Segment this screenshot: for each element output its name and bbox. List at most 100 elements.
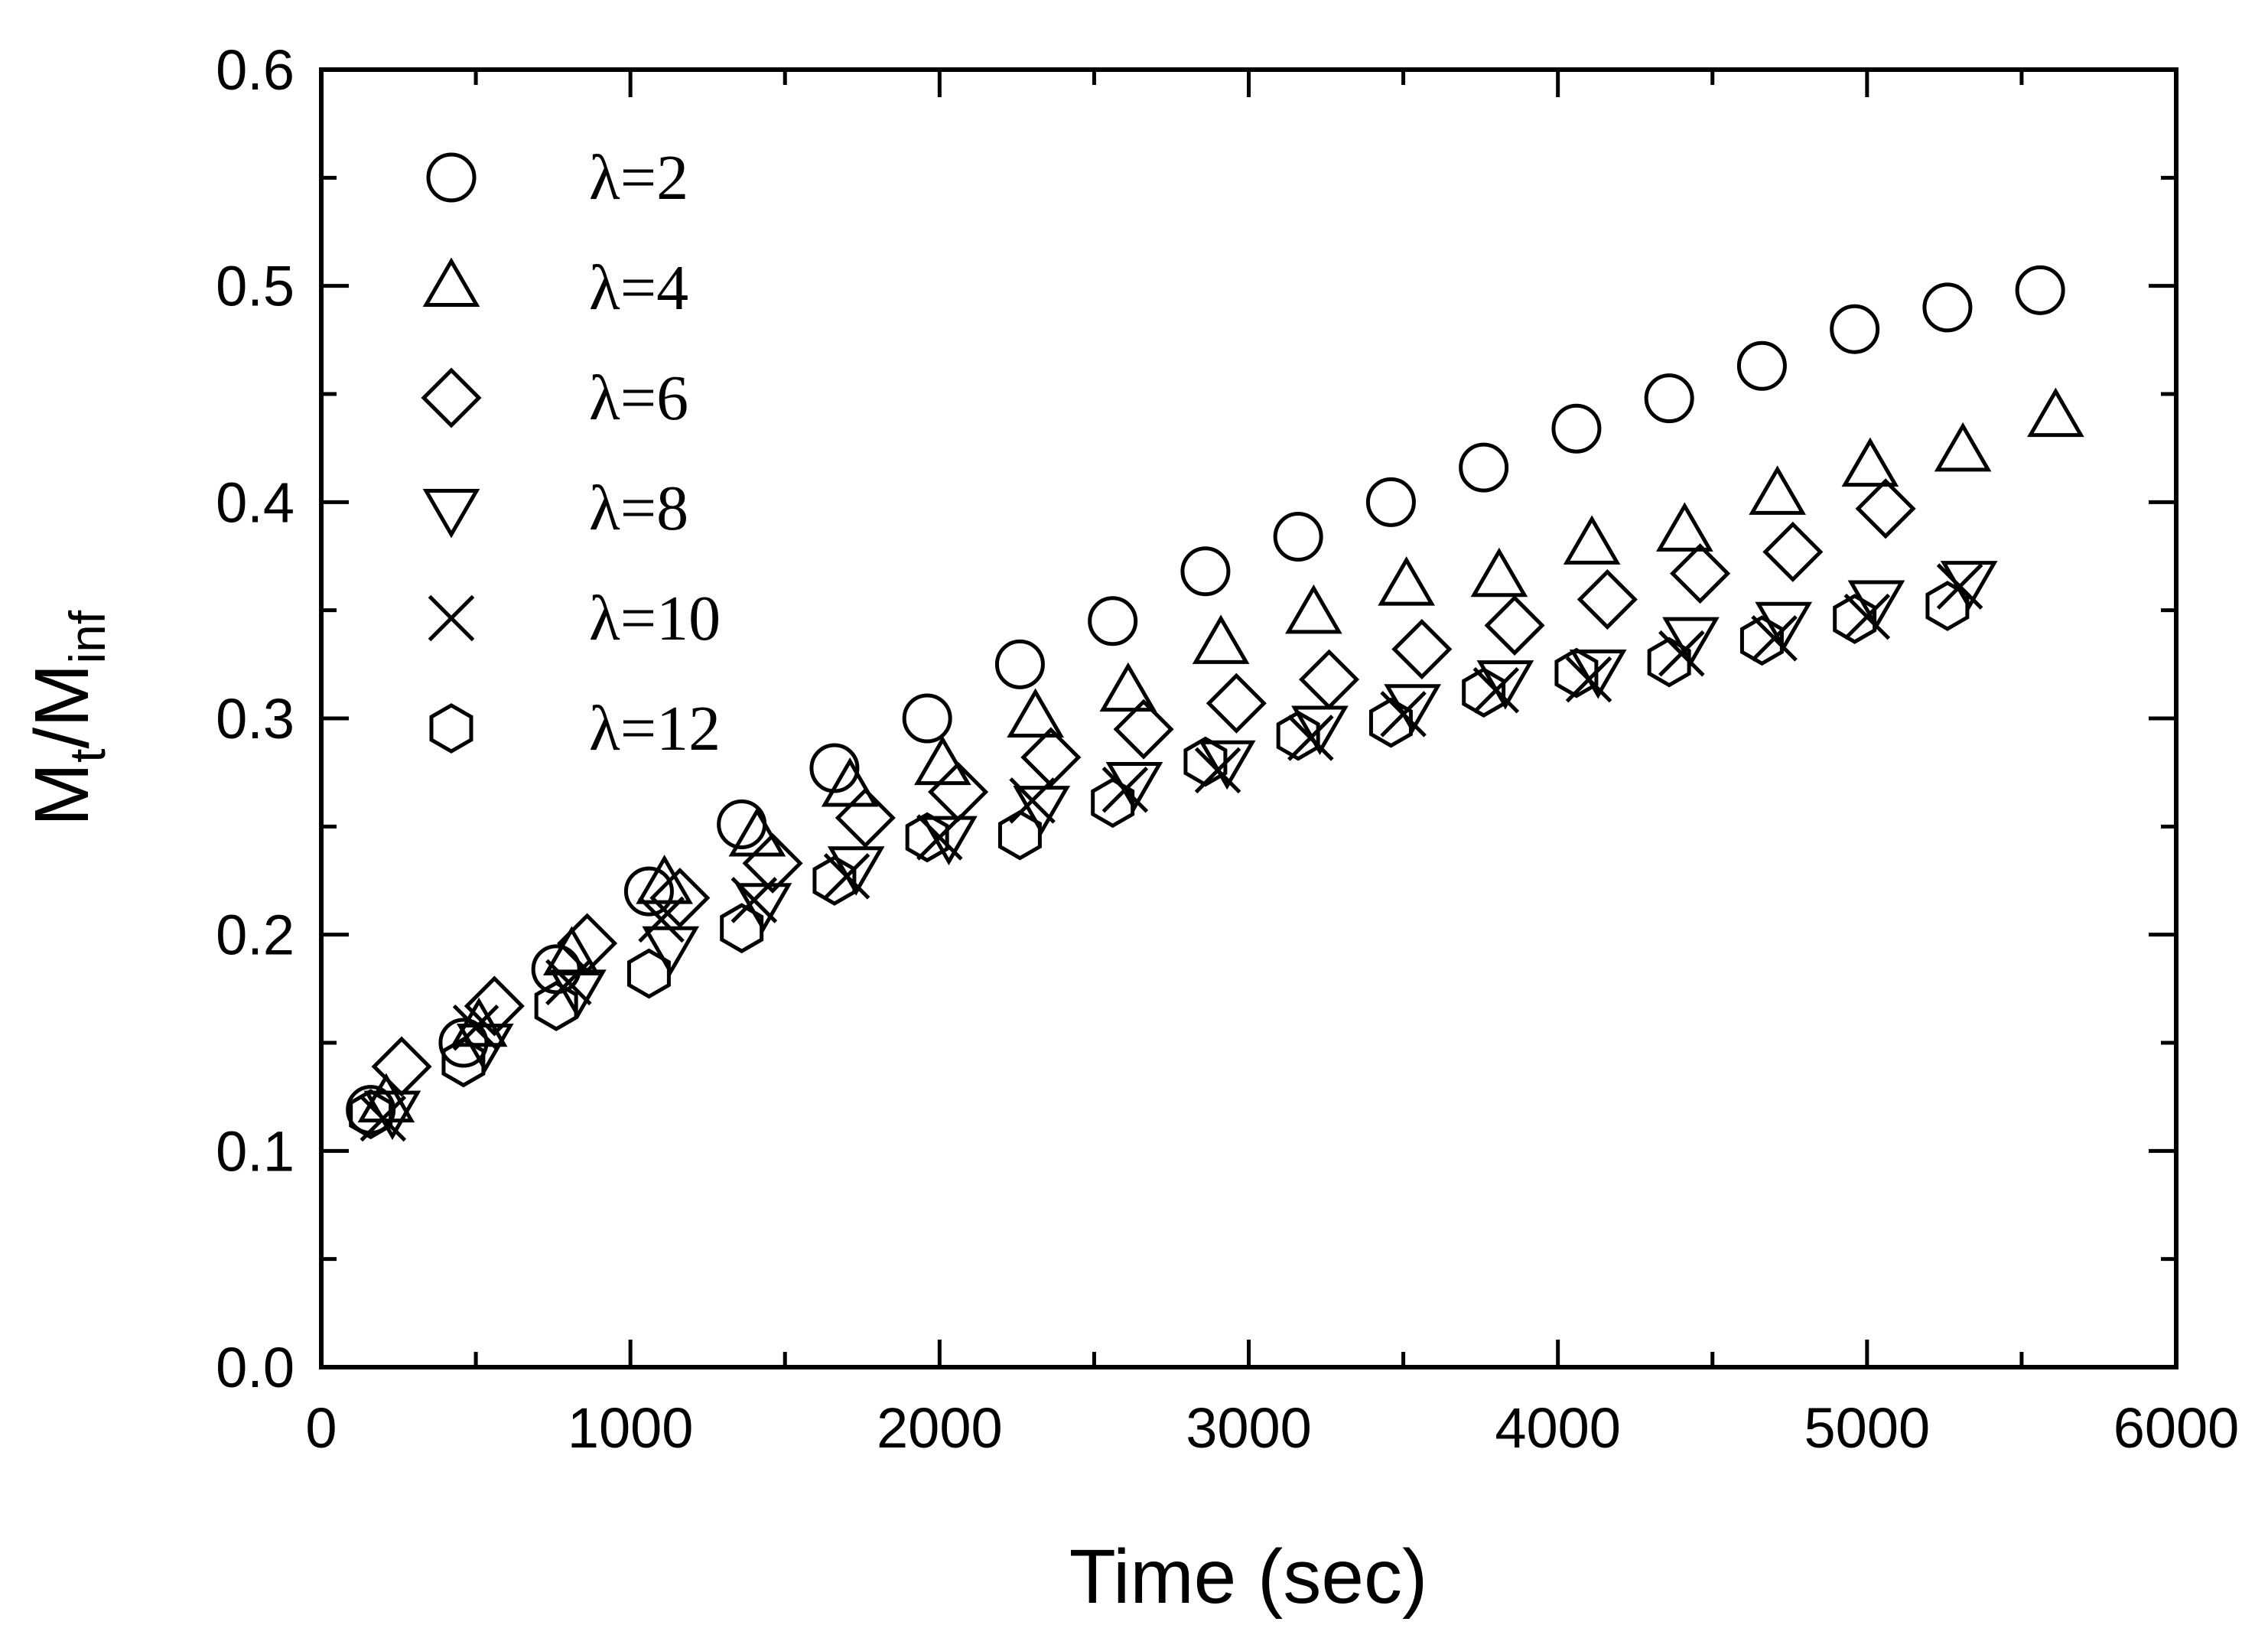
y-axis-title: Mt/Minf — [19, 610, 116, 826]
data-point — [1647, 637, 1691, 688]
data-point — [905, 812, 949, 863]
data-point — [1577, 568, 1638, 630]
data-point — [835, 787, 896, 848]
data-point — [1736, 340, 1787, 391]
data-point — [1192, 614, 1250, 664]
data-point — [1285, 584, 1342, 634]
series-5 — [360, 563, 1983, 1142]
data-point — [1470, 547, 1528, 598]
data-point — [1936, 563, 1983, 610]
y-axis-title-sub1: t — [59, 749, 116, 763]
data-point — [1020, 727, 1082, 788]
data-point — [827, 846, 885, 896]
data-point — [2015, 265, 2065, 315]
legend-marker-4 — [422, 489, 480, 539]
legend-label-3: λ=6 — [589, 363, 688, 434]
data-point — [1276, 710, 1320, 761]
data-point — [349, 1089, 393, 1140]
data-point — [543, 926, 600, 975]
data-point — [1855, 478, 1916, 539]
series-2 — [357, 387, 2084, 1123]
series-6 — [349, 581, 1970, 1140]
x-tick-label: 1000 — [568, 1396, 694, 1460]
plot-marks — [346, 265, 2084, 1142]
data-point — [1459, 442, 1509, 493]
data-point — [1391, 619, 1453, 680]
data-point — [1088, 596, 1138, 646]
data-point — [1934, 422, 1992, 472]
data-point — [1183, 736, 1228, 787]
data-point — [812, 855, 857, 906]
y-tick-label: 0.2 — [216, 904, 294, 967]
data-point — [728, 806, 786, 857]
data-point — [464, 975, 525, 1037]
y-axis-title-mid: /M — [19, 663, 105, 748]
data-point — [720, 903, 764, 954]
data-point — [823, 853, 870, 900]
data-point — [994, 639, 1045, 689]
data-point — [1099, 662, 1157, 712]
data-point — [1751, 615, 1798, 662]
data-point — [997, 809, 1042, 861]
x-tick-label: 4000 — [1495, 1396, 1621, 1460]
legend-marker-1 — [426, 152, 477, 203]
data-point — [1007, 688, 1064, 738]
data-point — [2027, 387, 2084, 438]
data-point — [1656, 502, 1713, 552]
legend-marker-5 — [428, 594, 475, 642]
data-point — [742, 832, 803, 894]
data-point — [1113, 699, 1174, 760]
data-point — [1563, 515, 1621, 565]
data-point — [1662, 617, 1720, 667]
data-point — [1569, 649, 1627, 699]
y-tick-label: 0.3 — [216, 687, 294, 751]
data-point — [1484, 594, 1545, 656]
data-point — [1378, 556, 1435, 606]
data-point — [450, 997, 508, 1047]
data-point — [438, 1018, 489, 1068]
data-point — [1830, 304, 1880, 354]
data-point — [1739, 615, 1784, 666]
x-tick-label: 5000 — [1804, 1396, 1931, 1460]
y-axis-title-main: M — [19, 763, 105, 826]
data-point — [1551, 403, 1602, 454]
legend-marker-3 — [421, 367, 482, 428]
data-point — [1365, 477, 1416, 527]
data-point — [545, 959, 592, 1006]
data-point — [1273, 512, 1323, 562]
data-point — [1833, 594, 1877, 644]
series-1 — [346, 265, 2065, 1135]
data-point — [731, 877, 778, 923]
legend-label-6: λ=12 — [589, 693, 721, 764]
data-point — [1922, 282, 1973, 333]
data-point — [1368, 697, 1413, 748]
legend: λ=2 λ=4 λ=6 λ=8 λ=10 λ=12 — [421, 142, 721, 764]
data-point — [1847, 580, 1905, 630]
data-point — [441, 1037, 486, 1088]
x-tick-label: 2000 — [877, 1396, 1003, 1460]
data-point — [914, 735, 971, 786]
data-point — [534, 981, 578, 1031]
data-point — [1091, 777, 1135, 829]
legend-label-2: λ=4 — [589, 252, 688, 324]
data-point — [1013, 786, 1071, 835]
x-tick-label: 0 — [305, 1396, 337, 1460]
legend-label-1: λ=2 — [589, 142, 688, 213]
data-point — [1670, 543, 1731, 604]
data-point — [1476, 660, 1534, 710]
y-tick-label: 0.5 — [216, 255, 294, 318]
data-point — [1749, 465, 1806, 515]
y-tick-label: 0.6 — [216, 38, 294, 102]
y-tick-label: 0.4 — [216, 471, 294, 534]
data-point — [1206, 672, 1267, 734]
y-axis-title-sub2: inf — [59, 610, 116, 663]
data-point — [636, 855, 693, 904]
legend-label-5: λ=10 — [589, 583, 721, 654]
data-point — [1287, 715, 1334, 761]
data-point — [916, 814, 963, 861]
data-point — [902, 693, 952, 744]
legend-marker-2 — [422, 257, 480, 307]
data-point — [623, 866, 674, 917]
